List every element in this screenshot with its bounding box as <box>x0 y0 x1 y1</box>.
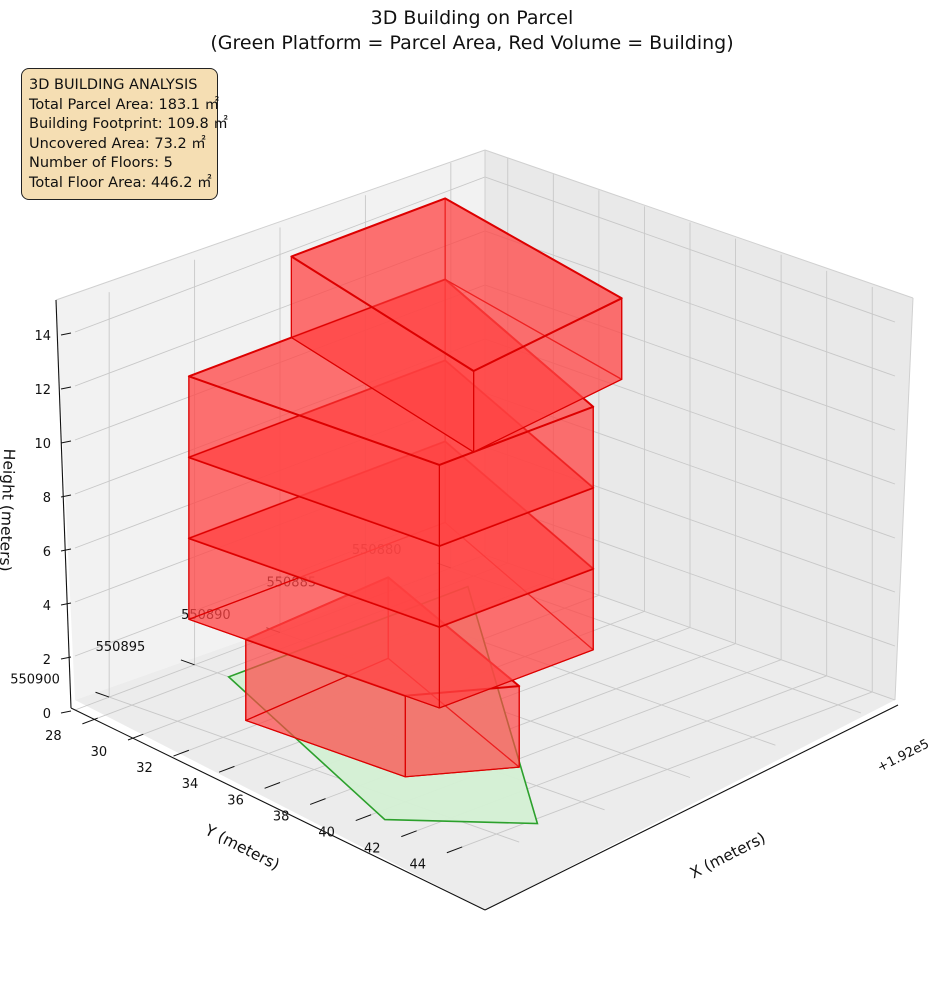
x-tick-mark <box>173 749 190 757</box>
right-pane-side-edge <box>894 297 914 701</box>
z-tick-mark <box>60 656 72 660</box>
y-axis-label: Y (meters) <box>201 821 282 874</box>
z-tick-mark <box>60 710 72 714</box>
info-parcel-area: Total Parcel Area: 183.1 ㎡ <box>29 96 220 113</box>
x-axis-line <box>484 704 899 911</box>
x-tick-label: 38 <box>273 809 290 824</box>
analysis-info-box: 3D BUILDING ANALYSIS Total Parcel Area: … <box>21 68 228 200</box>
z-tick-mark <box>60 602 72 606</box>
chart-title: 3D Building on Parcel (Green Platform = … <box>0 6 944 56</box>
x-tick-label: 36 <box>227 793 244 808</box>
axis-lines <box>55 299 899 911</box>
z-axis-line <box>55 299 72 709</box>
z-tick-label: 10 <box>34 437 51 452</box>
x-tick-label: 28 <box>45 729 62 744</box>
y-tick-label: 550900 <box>10 672 60 687</box>
z-tick-mark <box>60 548 72 552</box>
info-total-floor-area: Total Floor Area: 446.2 ㎡ <box>29 174 212 191</box>
z-tick-label: 0 <box>43 707 51 722</box>
x-tick-label: 30 <box>91 745 108 760</box>
y-tick-mark <box>95 691 110 698</box>
z-tick-label: 12 <box>34 383 51 398</box>
y-axis-line <box>70 707 486 911</box>
x-tick-label: 42 <box>364 842 381 857</box>
info-heading: 3D BUILDING ANALYSIS <box>29 77 198 93</box>
x-tick-label: 34 <box>182 777 199 792</box>
floor-top-face <box>290 197 623 372</box>
info-floor-count: Number of Floors: 5 <box>29 155 173 171</box>
x-tick-mark <box>401 830 417 838</box>
x-tick-mark <box>218 765 235 773</box>
info-uncovered-area: Uncovered Area: 73.2 ㎡ <box>29 135 206 152</box>
x-tick-label: 32 <box>136 761 153 776</box>
z-tick-mark <box>60 332 72 336</box>
x-tick-mark <box>127 733 144 741</box>
x-tick-mark <box>355 814 372 822</box>
info-building-footprint: Building Footprint: 109.8 ㎡ <box>29 116 228 132</box>
x-tick-label: 44 <box>410 858 427 873</box>
z-axis-label: Height (meters) <box>0 448 18 572</box>
z-tick-label: 14 <box>34 329 51 344</box>
x-tick-mark <box>264 782 281 789</box>
title-line-1: 3D Building on Parcel <box>370 7 574 29</box>
x-axis-label: X (meters) <box>687 829 769 882</box>
z-tick-label: 8 <box>43 491 51 506</box>
title-line-2: (Green Platform = Parcel Area, Red Volum… <box>210 32 734 54</box>
z-tick-mark <box>60 440 72 444</box>
right-pane-top-edge <box>484 149 914 299</box>
x-tick-mark <box>446 846 463 854</box>
x-offset-label: +1.92e5 <box>875 737 932 776</box>
building-floor-5 <box>290 197 623 453</box>
z-tick-mark <box>60 494 72 498</box>
z-tick-label: 6 <box>43 545 51 560</box>
x-tick-mark <box>82 717 98 725</box>
x-tick-label: 40 <box>318 826 335 841</box>
z-tick-label: 4 <box>43 599 51 614</box>
z-tick-mark <box>60 386 72 390</box>
x-tick-mark <box>310 798 326 805</box>
z-tick-label: 2 <box>43 653 51 668</box>
y-tick-mark <box>180 659 195 666</box>
building-layer <box>187 197 623 778</box>
y-tick-label: 550895 <box>96 640 146 655</box>
left-pane-top-edge <box>55 149 486 301</box>
